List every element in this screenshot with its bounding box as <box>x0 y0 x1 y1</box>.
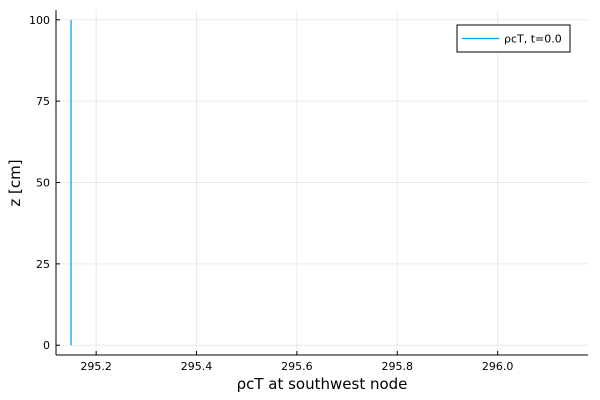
x-axis-title: ρcT at southwest node <box>237 375 408 393</box>
grid <box>56 10 588 355</box>
y-tick-label: 75 <box>36 95 50 108</box>
y-tick-label: 25 <box>36 258 50 271</box>
y-axis-title: z [cm] <box>6 159 24 206</box>
x-tick-label: 296.0 <box>482 360 514 373</box>
y-tick-label: 100 <box>29 14 50 27</box>
y-ticks: 0 25 50 75 100 <box>29 14 60 352</box>
legend: ρcT, t=0.0 <box>456 24 571 53</box>
y-tick-label: 0 <box>43 339 50 352</box>
x-tick-label: 295.6 <box>281 360 313 373</box>
x-tick-label: 295.4 <box>181 360 213 373</box>
x-tick-label: 295.8 <box>382 360 414 373</box>
x-tick-label: 295.2 <box>80 360 112 373</box>
y-tick-label: 50 <box>36 177 50 190</box>
legend-label: ρcT, t=0.0 <box>504 33 562 46</box>
x-ticks: 295.2 295.4 295.6 295.8 296.0 <box>80 351 513 373</box>
